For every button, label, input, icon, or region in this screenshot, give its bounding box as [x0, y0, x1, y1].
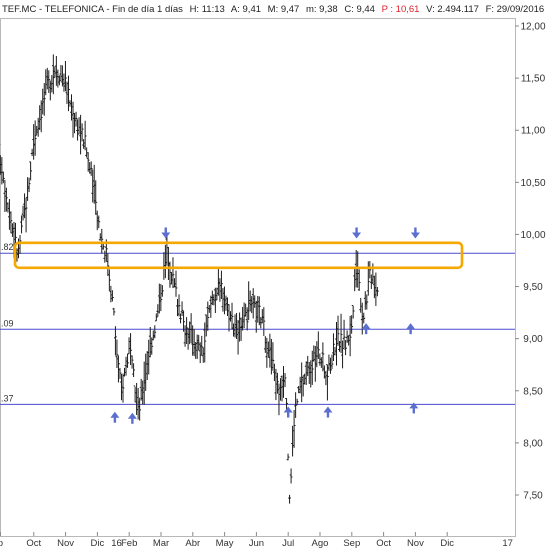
header-c: C: 9,44	[344, 4, 375, 15]
resistance-zone-box	[13, 241, 464, 270]
arrow-head	[283, 406, 293, 413]
header-line: TEF.MC - TELEFONICA - Fin de día 1 días …	[2, 4, 544, 15]
header-high: H: 11:13	[190, 4, 225, 15]
y-tick-label: 8,00	[523, 438, 543, 449]
arrow-up-icon	[110, 411, 120, 423]
arrow-up-icon	[409, 402, 419, 414]
x-axis: p Oct Nov Dic Feb Mar Abr May Jun Jul Ago Sep Oct Nov…	[0, 532, 513, 549]
horizontal-levels: .82 .09 .37	[0, 242, 515, 405]
arrow-head	[410, 232, 420, 239]
y-tick-label: 12,00	[520, 22, 545, 33]
y-tick-label: 10,50	[520, 178, 545, 189]
x-tick-label: Sep	[343, 538, 360, 549]
y-tick-label: 8,50	[523, 386, 543, 397]
arrow-shaft	[364, 328, 368, 335]
header-m-upper: M: 9,47	[268, 4, 300, 15]
level-label: .09	[1, 318, 14, 328]
arrow-up-icon	[127, 412, 137, 424]
header-p: P : 10,61	[382, 4, 420, 15]
y-tick-label: 9,50	[523, 282, 543, 293]
x-tick-label: Nov	[57, 538, 74, 549]
level-label: .82	[1, 242, 14, 252]
arrow-shaft	[113, 416, 117, 423]
x-tick-label: Feb	[121, 538, 137, 549]
plot-frame	[0, 18, 516, 537]
arrow-shaft	[326, 411, 330, 418]
arrow-head	[323, 406, 333, 413]
x-year-label: 17	[502, 538, 513, 549]
y-tick-label: 11,50	[521, 74, 546, 85]
x-tick-label: Dic	[91, 538, 105, 549]
y-axis: 12,00 11,50 11,00 10,50 10,00 9,50 9,00 8,50 8,0…	[515, 22, 546, 502]
arrow-shaft	[131, 417, 134, 424]
arrow-head	[409, 402, 419, 409]
arrow-head	[110, 411, 120, 418]
arrow-head	[127, 412, 137, 419]
x-tick-label: Dic	[440, 538, 454, 549]
arrow-up-icon	[361, 323, 371, 335]
y-tick-label: 7,50	[523, 491, 543, 502]
gridlines	[0, 18, 516, 537]
x-tick-label: Ago	[312, 538, 329, 549]
resistance-zone	[13, 241, 464, 270]
arrow-head	[361, 323, 371, 330]
arrow-down-icon	[410, 227, 420, 239]
arrow-shaft	[412, 407, 416, 414]
x-tick-label: Nov	[407, 538, 424, 549]
y-tick-label: 11,00	[521, 126, 546, 137]
level-label: .37	[1, 393, 14, 403]
x-tick-label: Jul	[282, 538, 294, 549]
header-v: V: 2.494.117	[426, 4, 479, 15]
header-f: F: 29/09/2016	[486, 4, 545, 15]
price-bars	[0, 54, 379, 504]
arrow-head	[406, 323, 416, 330]
x-tick-label: Abr	[185, 538, 200, 549]
header-a: A: 9,41	[231, 4, 261, 15]
arrow-up-icon	[406, 323, 416, 335]
arrow-shaft	[414, 227, 417, 234]
y-tick-label: 10,00	[520, 230, 545, 241]
header-m-lower: m: 9,38	[306, 4, 338, 15]
arrow-down-icon	[352, 227, 362, 239]
arrow-head	[161, 232, 171, 239]
arrow-head	[352, 232, 362, 239]
arrow-up-icon	[323, 406, 333, 418]
x-tick-label: May	[216, 538, 234, 549]
arrow-shaft	[355, 227, 358, 234]
signal-arrows	[110, 227, 420, 424]
x-tick-label: Oct	[26, 538, 41, 549]
x-tick-label: p	[0, 538, 3, 549]
x-year-label: 16	[111, 538, 122, 549]
arrow-shaft	[287, 411, 290, 418]
x-tick-label: Jun	[249, 538, 264, 549]
header-symbol: TEF.MC - TELEFONICA - Fin de día 1 días	[2, 4, 183, 15]
x-tick-label: Mar	[153, 538, 169, 549]
arrow-up-icon	[283, 406, 293, 418]
arrow-down-icon	[161, 227, 171, 239]
arrow-shaft	[409, 328, 412, 335]
y-tick-label: 9,00	[523, 334, 543, 345]
x-tick-label: Oct	[376, 538, 391, 549]
arrow-shaft	[164, 227, 167, 234]
